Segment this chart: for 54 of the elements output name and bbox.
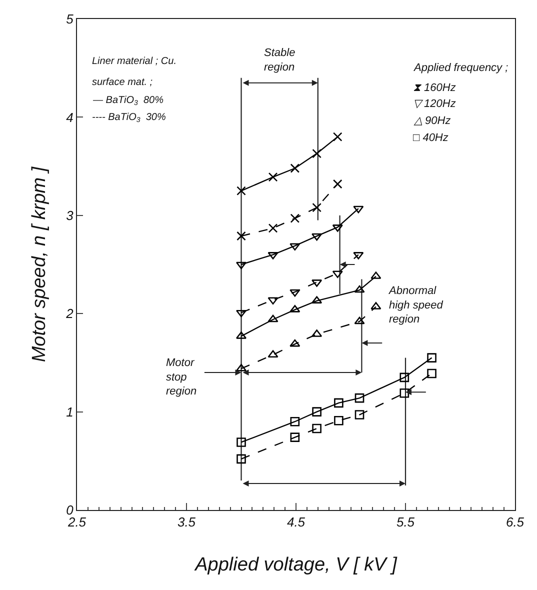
- point: [312, 233, 322, 241]
- point: [332, 179, 342, 189]
- point: [312, 148, 322, 158]
- annotation: Abnormal high speed region: [388, 285, 444, 326]
- y-axis-title: Motor speed, n [ krpm ]: [29, 166, 50, 362]
- point: [354, 410, 364, 420]
- point: [312, 202, 322, 212]
- y-tick-label: 1: [66, 404, 74, 420]
- point: [334, 416, 344, 426]
- point: [312, 407, 322, 416]
- y-tick-label: 2: [65, 306, 74, 322]
- point: [290, 164, 300, 173]
- annotation: △ 90Hz: [413, 115, 452, 127]
- y-tick-label: 4: [66, 110, 74, 125]
- point: [268, 224, 278, 233]
- point: [290, 214, 300, 223]
- x-tick-label: 4.5: [286, 514, 306, 530]
- annotation: □ 40Hz: [413, 132, 449, 144]
- annotation: Stable region: [264, 47, 296, 74]
- point: [353, 206, 364, 214]
- y-tick-label: 5: [66, 12, 74, 27]
- point: [268, 314, 278, 322]
- point: [332, 132, 342, 142]
- annotation: surface mat. ;: [92, 77, 153, 88]
- point: [400, 372, 410, 382]
- x-axis-title: Applied voltage, V [ kV ]: [194, 554, 398, 576]
- point: [354, 393, 364, 403]
- annotation: ---- BaTiO$_{3}$ 30%: [92, 112, 166, 124]
- point: [290, 339, 300, 347]
- point: [236, 454, 246, 464]
- annotation: Applied frequency ;: [413, 62, 508, 74]
- y-tick-label: 3: [66, 208, 74, 223]
- annotation: ▽ 120Hz: [413, 98, 456, 110]
- annotation: Motor stop region: [166, 357, 197, 398]
- point: [400, 388, 410, 398]
- annotation: Liner material ; Cu.: [92, 56, 176, 67]
- point: [290, 289, 300, 297]
- point: [427, 368, 436, 378]
- point: [354, 285, 365, 293]
- x-tick-label: 3.5: [177, 514, 196, 530]
- point: [290, 416, 300, 426]
- point: [236, 231, 246, 241]
- point: [236, 438, 246, 447]
- point: [312, 424, 322, 434]
- point: [354, 316, 365, 324]
- x-tick-label: 5.5: [396, 514, 416, 530]
- x-tick-label: 6.5: [506, 514, 525, 530]
- point: [334, 398, 344, 408]
- point: [268, 172, 278, 182]
- annotation: — BaTiO$_{3}$ 80%: [92, 95, 164, 108]
- point: [236, 186, 246, 196]
- point: [427, 353, 436, 362]
- annotation: ⧗ 160Hz: [413, 82, 456, 94]
- point: [290, 432, 300, 442]
